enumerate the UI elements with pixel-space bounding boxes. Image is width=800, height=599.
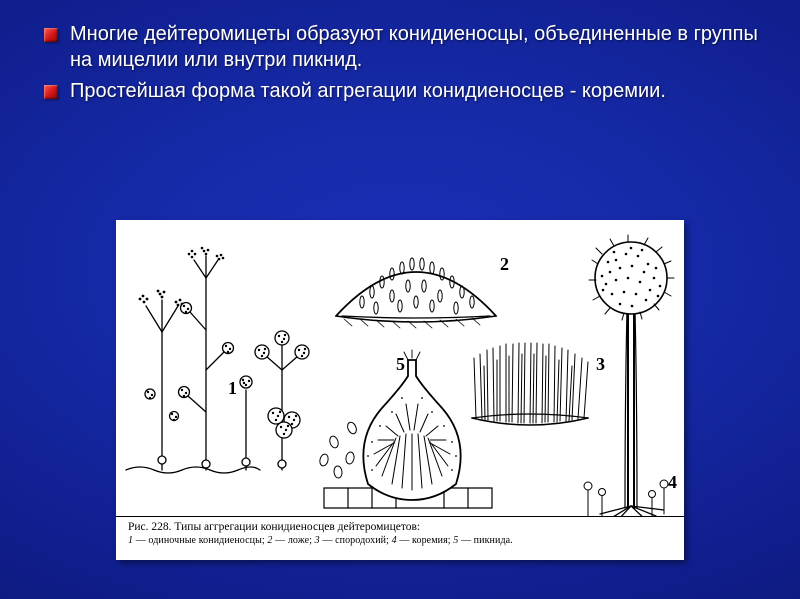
fig-label-5: 5 (396, 354, 405, 374)
caption-val: — пикнида. (458, 535, 512, 546)
caption-ref: Рис. 228. (128, 521, 174, 533)
fig-part-4 (584, 235, 674, 516)
caption-val: — одиночные конидиеносцы; (133, 535, 267, 546)
caption-val: — коремия; (397, 535, 454, 546)
list-item: Многие дейтеромицеты образуют конидиенос… (44, 22, 760, 73)
caption-title: Рис. 228. Типы аггрегации конидиеносцев … (128, 521, 674, 533)
fig-label-4: 4 (668, 472, 677, 492)
figure-illustration: 1 2 3 4 5 (116, 220, 684, 516)
caption-legend: 1 — одиночные конидиеносцы; 2 — ложе; 3 … (128, 535, 674, 546)
caption-title-text: Типы аггрегации конидиеносцев дейтеромиц… (174, 521, 420, 533)
fig-label-1: 1 (228, 378, 237, 398)
bullet-text: Многие дейтеромицеты образуют конидиенос… (70, 22, 760, 73)
fig-label-3: 3 (596, 354, 605, 374)
fig-part-5 (319, 350, 492, 508)
list-item: Простейшая форма такой аггрегации кониди… (44, 79, 760, 105)
fig-label-2: 2 (500, 254, 509, 274)
fig-part-2 (336, 258, 496, 328)
fig-part-1 (126, 247, 309, 473)
caption-val: — спородохий; (320, 535, 392, 546)
square-bullet-icon (44, 85, 58, 99)
bullet-text: Простейшая форма такой аггрегации кониди… (70, 79, 760, 105)
slide: Многие дейтеромицеты образуют конидиенос… (0, 0, 800, 599)
figure: 1 2 3 4 5 Рис. 228. Типы аггрегации кони… (116, 220, 684, 560)
fig-part-3 (472, 343, 588, 425)
bullet-list: Многие дейтеромицеты образуют конидиенос… (0, 0, 800, 105)
figure-caption: Рис. 228. Типы аггрегации конидиеносцев … (116, 516, 684, 560)
square-bullet-icon (44, 28, 58, 42)
caption-val: — ложе; (273, 535, 315, 546)
